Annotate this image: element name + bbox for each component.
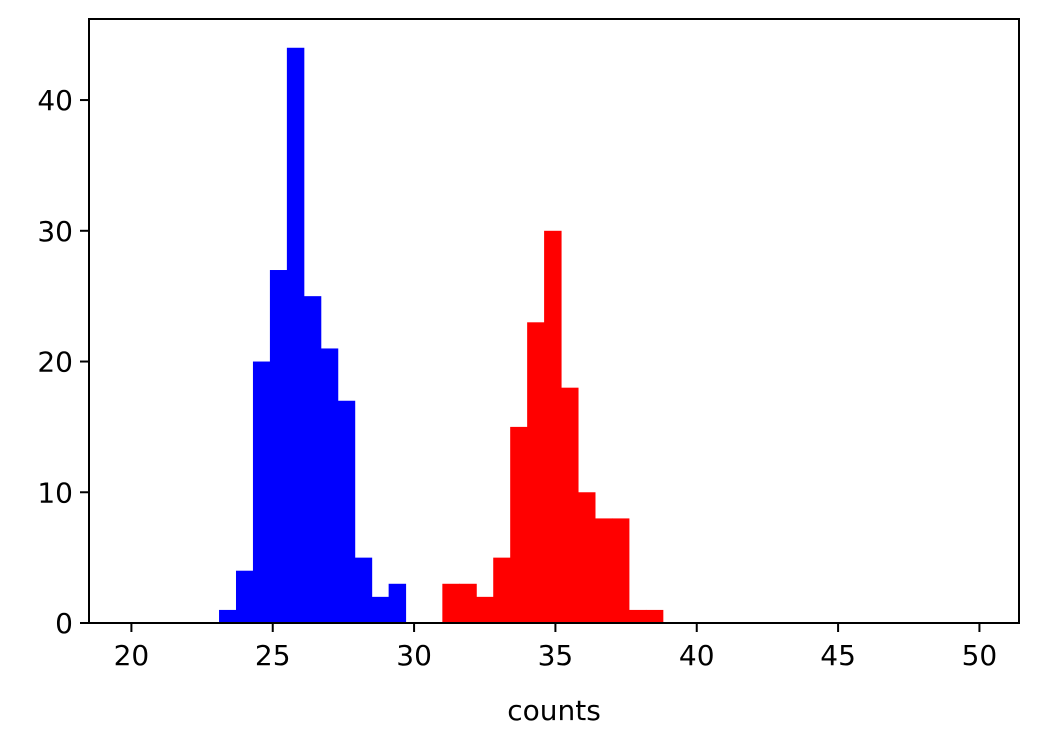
y-tick-label: 20	[37, 346, 73, 379]
histogram-bar-series-2-bin-4	[493, 558, 510, 623]
x-tick-label: 30	[396, 639, 432, 672]
x-tick-label: 35	[538, 639, 574, 672]
y-axis: 0 10 20 30 40	[37, 84, 89, 640]
histogram-bar-series-2-bin-12	[629, 610, 646, 623]
histogram-bar-series-1-bin-5	[287, 48, 304, 623]
x-tick-label: 45	[820, 639, 856, 672]
histogram-bar-series-2-bin-1	[442, 584, 459, 623]
x-tick-label: 40	[679, 639, 715, 672]
histogram-bar-series-2-bin-5	[510, 427, 527, 623]
x-axis: 20 25 30 35 40 45 50	[114, 623, 998, 672]
histogram-bar-series-2-bin-8	[561, 388, 578, 623]
histogram-bar-series-2-bin-13	[646, 610, 663, 623]
histogram-bar-series-2-bin-7	[544, 231, 561, 623]
y-tick-label: 10	[37, 476, 73, 509]
histogram-bar-series-1-bin-2	[236, 571, 253, 623]
x-tick-label: 25	[255, 639, 291, 672]
histogram-bar-series-1-bin-8	[338, 401, 355, 623]
histogram-bar-series-2-bin-10	[595, 518, 612, 623]
histogram-bar-series-1-bin-10	[372, 597, 389, 623]
histogram-bar-series-1-bin-3	[253, 362, 270, 623]
histogram-bar-series-2-bin-3	[476, 597, 493, 623]
histogram-bar-series-1-bin-6	[304, 296, 321, 623]
histogram-bar-series-2-bin-6	[527, 322, 544, 623]
y-tick-label: 30	[37, 215, 73, 248]
histogram-bar-series-2-bin-9	[578, 492, 595, 623]
bars-layer	[219, 48, 663, 623]
y-tick-label: 40	[37, 84, 73, 117]
histogram-bar-series-1-bin-1	[219, 610, 236, 623]
histogram-bar-series-1-bin-11	[389, 584, 406, 623]
histogram-bar-series-2-bin-11	[612, 518, 629, 623]
histogram-bar-series-2-bin-2	[459, 584, 476, 623]
y-tick-label: 0	[55, 607, 73, 640]
histogram-bar-series-1-bin-9	[355, 558, 372, 623]
histogram-bar-series-1-bin-4	[270, 270, 287, 623]
x-tick-label: 50	[962, 639, 998, 672]
x-axis-title: counts	[507, 694, 601, 727]
histogram-bar-series-1-bin-7	[321, 348, 338, 623]
x-tick-label: 20	[114, 639, 150, 672]
